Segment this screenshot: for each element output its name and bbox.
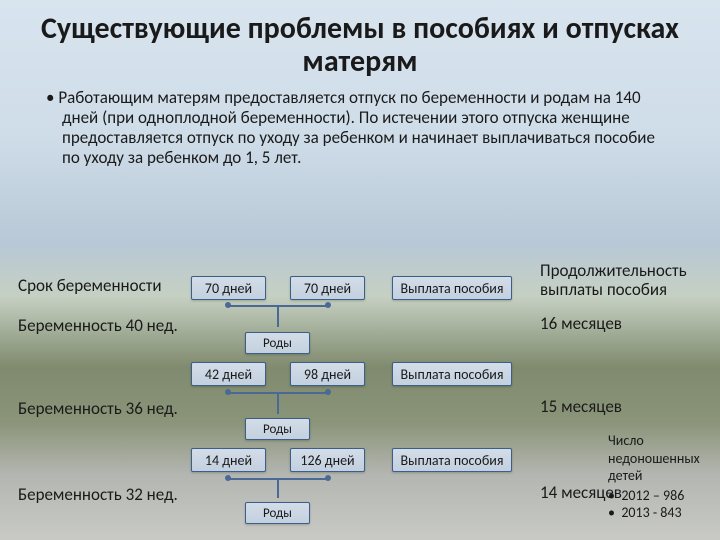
box-70-days-b: 70 дней: [290, 276, 365, 300]
box-14-days: 14 дней: [191, 448, 266, 472]
label-preg32: Беременность 32 нед.: [18, 484, 178, 505]
box-42-days: 42 дней: [191, 362, 266, 386]
label-16m: 16 месяцев: [540, 315, 622, 334]
connector-line: [277, 305, 279, 327]
box-birth-2: Роды: [245, 418, 310, 440]
label-duration-title: Продолжительность выплаты пособия: [540, 262, 715, 299]
connector-line: [277, 478, 279, 498]
box-98-days: 98 дней: [290, 362, 365, 386]
box-birth-3: Роды: [245, 502, 310, 524]
box-birth-1: Роды: [245, 332, 310, 354]
stats-bullet-2: • 2013 - 843: [608, 504, 718, 522]
box-126-days: 126 дней: [290, 448, 365, 472]
stats-title: Число недоношенных детей: [608, 432, 718, 485]
connector-line: [277, 392, 279, 414]
stats-l2: 2013 - 843: [621, 504, 681, 521]
label-15m: 15 месяцев: [540, 398, 622, 417]
stats-bullet-1: • 2012 – 986: [608, 487, 718, 505]
box-payout-3: Выплата пособия: [392, 448, 512, 472]
box-payout-1: Выплата пособия: [392, 276, 512, 300]
stats-block: Число недоношенных детей • 2012 – 986 • …: [608, 432, 718, 522]
stats-l1: 2012 – 986: [621, 487, 684, 504]
box-payout-2: Выплата пособия: [392, 362, 512, 386]
slide-title: Существующие проблемы в пособиях и отпус…: [0, 0, 720, 84]
main-bullet: Работающим матерям предоставляется отпус…: [0, 84, 720, 176]
label-preg-term: Срок беременности: [18, 275, 162, 296]
box-70-days-a: 70 дней: [191, 276, 266, 300]
label-preg40: Беременность 40 нед.: [18, 315, 178, 336]
label-preg36: Беременность 36 нед.: [18, 398, 178, 419]
